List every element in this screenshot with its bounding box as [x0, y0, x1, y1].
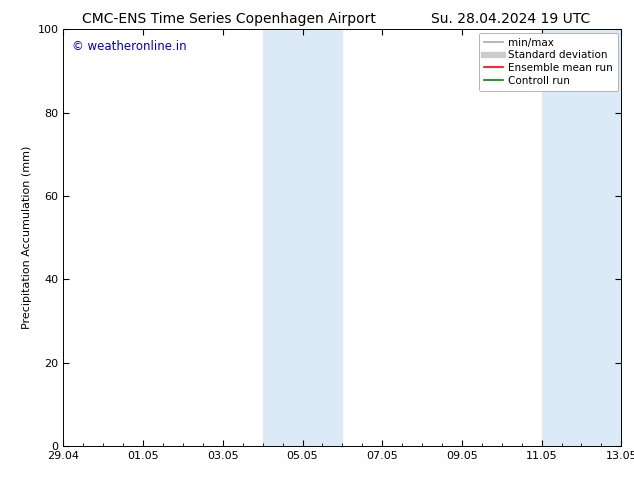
Bar — [262, 29, 342, 446]
Legend: min/max, Standard deviation, Ensemble mean run, Controll run: min/max, Standard deviation, Ensemble me… — [479, 32, 618, 91]
Bar — [541, 29, 621, 446]
Text: CMC-ENS Time Series Copenhagen Airport: CMC-ENS Time Series Copenhagen Airport — [82, 12, 377, 26]
Y-axis label: Precipitation Accumulation (mm): Precipitation Accumulation (mm) — [22, 146, 32, 329]
Text: © weatheronline.in: © weatheronline.in — [72, 40, 186, 53]
Text: Su. 28.04.2024 19 UTC: Su. 28.04.2024 19 UTC — [431, 12, 590, 26]
